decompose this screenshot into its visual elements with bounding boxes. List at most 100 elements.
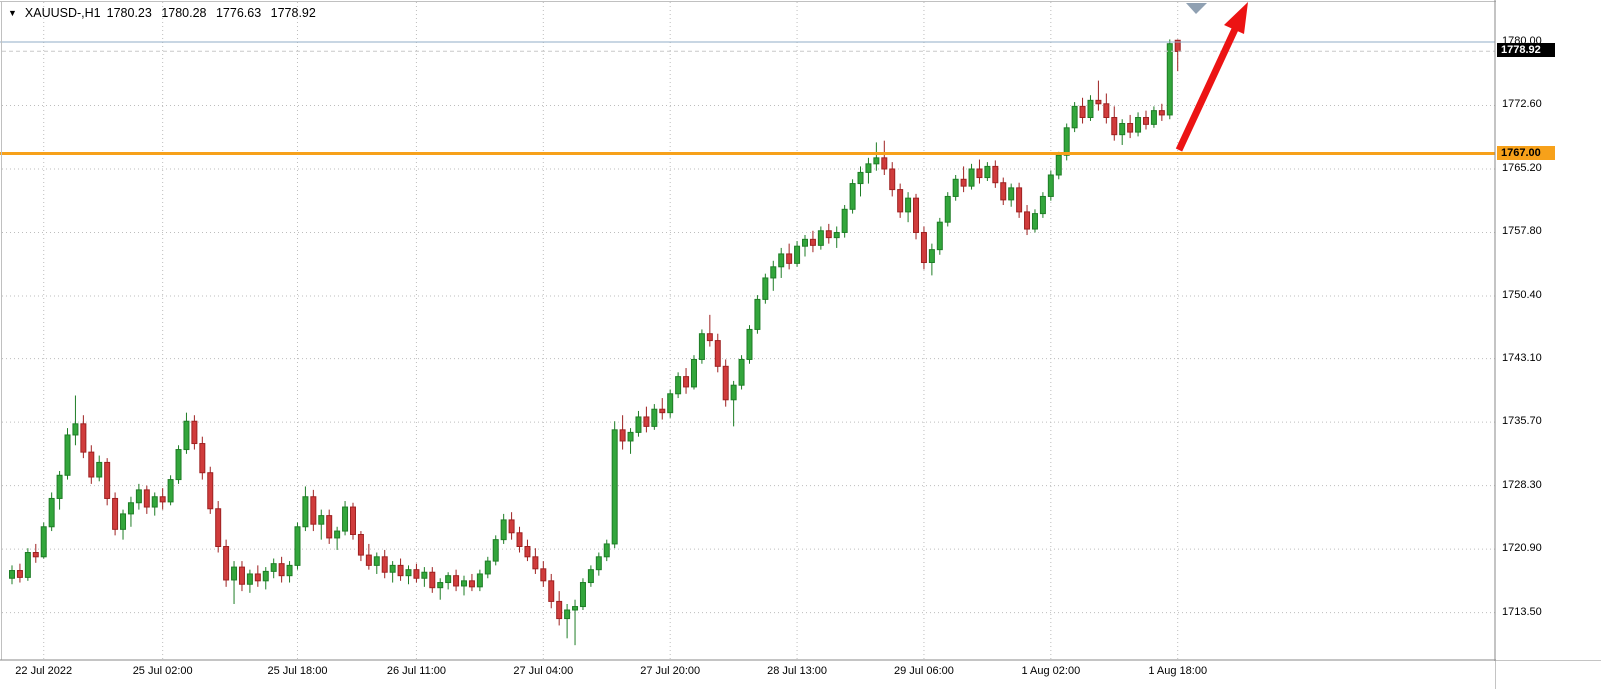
up-arrow-head	[1224, 2, 1248, 34]
price-tick-label: 1735.70	[1502, 415, 1542, 428]
candle-body	[262, 570, 269, 582]
candle-body	[516, 532, 523, 548]
candle-body	[556, 600, 563, 620]
time-tick-label: 22 Jul 2022	[15, 665, 73, 677]
candle-body	[120, 513, 127, 530]
candle-body	[151, 496, 158, 508]
candle-body	[112, 497, 119, 530]
price-axis[interactable]: 1778.92 1767.00 1780.00 1772.60 1765.20 175…	[1496, 0, 1601, 660]
candle-body	[231, 566, 238, 581]
candle-body	[199, 443, 206, 474]
price-tick-label: 1750.40	[1502, 288, 1542, 301]
price-tick-label: 1757.80	[1502, 225, 1542, 238]
candle-body	[24, 552, 31, 578]
candle-body	[1087, 99, 1094, 119]
candle-body	[572, 606, 579, 611]
candle-body	[564, 609, 571, 620]
candle-body	[183, 420, 190, 451]
candle-body	[1095, 99, 1102, 105]
candle-body	[72, 423, 79, 436]
candle-body	[310, 496, 317, 525]
candle-body	[802, 238, 808, 247]
candle-body	[920, 231, 927, 264]
candle-body	[611, 429, 618, 545]
candle-body	[64, 434, 71, 476]
candle-body	[825, 230, 832, 239]
symbol-marker-icon: ▼	[8, 7, 17, 18]
time-tick-label: 29 Jul 06:00	[893, 665, 954, 677]
time-tick-label: 1 Aug 18:00	[1148, 665, 1208, 677]
candle-body	[754, 298, 761, 330]
candle-body	[135, 489, 142, 504]
candle-body	[651, 408, 658, 427]
open-value: 1780.23	[106, 6, 152, 20]
candle-body	[738, 358, 745, 386]
candle-body	[952, 178, 959, 197]
candle-body	[167, 479, 174, 503]
candle-body	[579, 582, 586, 608]
candle-body	[405, 569, 412, 577]
time-tick-label: 25 Jul 18:00	[267, 665, 328, 677]
candle-body	[278, 563, 285, 577]
candle-body	[476, 573, 483, 588]
candle-body	[56, 474, 63, 499]
symbol-timeframe-label: XAUUSD-,H1	[24, 6, 101, 20]
time-axis[interactable]: 22 Jul 2022 25 Jul 02:00 25 Jul 18:00 26 Ju…	[0, 661, 1495, 689]
candle-body	[302, 496, 309, 528]
candle-body	[1166, 43, 1173, 116]
candle-body	[1031, 213, 1038, 230]
candle-body	[1103, 103, 1110, 119]
candle-body	[778, 253, 785, 268]
candle-body	[1079, 105, 1086, 119]
candle-body	[690, 358, 697, 388]
time-tick-label: 25 Jul 02:00	[132, 665, 193, 677]
candle-body	[143, 489, 150, 508]
candle-body	[357, 533, 364, 556]
candle-body	[373, 556, 380, 566]
price-tick-label: 1743.10	[1502, 351, 1542, 364]
candle-body	[794, 245, 801, 264]
candle-body	[1119, 123, 1126, 136]
candle-body	[437, 582, 444, 589]
candle-body	[865, 163, 872, 173]
candle-body	[413, 569, 420, 579]
candle-body	[762, 277, 769, 300]
candle-body	[960, 178, 967, 187]
price-tick-label: 1772.60	[1502, 98, 1542, 111]
candle-body	[318, 515, 325, 525]
candle-body	[453, 575, 460, 587]
candle-body	[714, 340, 721, 367]
candle-body	[1135, 117, 1142, 133]
candle-body	[635, 416, 642, 433]
candle-body	[786, 253, 793, 264]
candle-body	[286, 564, 293, 577]
candle-body	[397, 564, 404, 577]
candle-body	[492, 539, 499, 562]
candle-body	[675, 376, 682, 395]
candle-body	[627, 431, 634, 442]
candle-body	[429, 571, 436, 589]
candle-body	[849, 183, 856, 210]
candle-body	[1055, 154, 1062, 176]
candle-body	[1111, 117, 1118, 136]
candle-body	[1158, 110, 1165, 116]
candle-body	[809, 238, 816, 246]
candle-body	[1174, 39, 1181, 52]
candle-body	[683, 376, 690, 388]
candle-body	[889, 168, 896, 191]
up-arrow-line[interactable]	[1175, 25, 1240, 152]
candle-body	[730, 384, 737, 401]
candle-body	[238, 566, 245, 585]
candle-body	[1047, 174, 1054, 197]
candle-body	[468, 580, 475, 588]
candle-body	[524, 546, 531, 558]
triangle-marker-icon	[1186, 3, 1207, 14]
candle-body	[603, 543, 610, 558]
candle-body	[32, 552, 39, 558]
candle-body	[857, 171, 864, 185]
candle-body	[976, 168, 983, 179]
candle-body	[1016, 187, 1023, 213]
candle-body	[928, 249, 935, 264]
